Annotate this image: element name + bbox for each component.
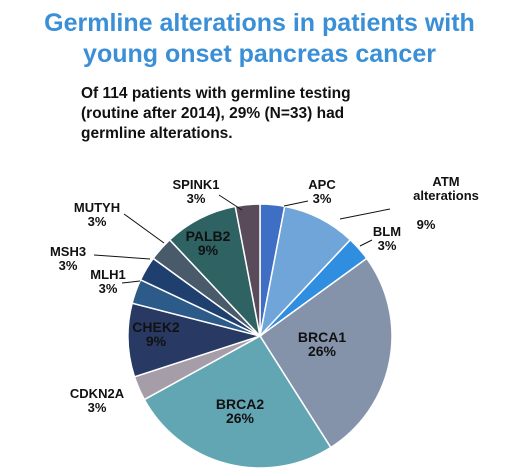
label-spink1-line-1: SPINK1 (173, 177, 220, 192)
label-brca2-line-1: BRCA2 (216, 396, 264, 412)
label-palb2-line-1: PALB2 (186, 228, 231, 244)
label-atm-alterations-line-1: ATM (432, 174, 459, 189)
label-brca2-line-2: 26% (226, 410, 255, 426)
leader-line-msh3 (93, 254, 151, 260)
label-mlh1-line-1: MLH1 (90, 267, 125, 282)
label-mutyh-line-1: MUTYH (74, 200, 120, 215)
label-cdkn2a-line-2: 3% (88, 400, 107, 415)
leader-line-mutyh (123, 213, 165, 244)
label-chek2-line-2: 9% (146, 333, 167, 349)
chart-title-line-1: Germline alterations in patients with (44, 9, 475, 37)
label-brca1-line-1: BRCA1 (298, 329, 346, 345)
label-cdkn2a: CDKN2A 3% (70, 386, 125, 415)
label-spink1: SPINK1 3% (173, 177, 220, 206)
label-blm-line-2: 3% (378, 238, 397, 253)
label-brca1: BRCA1 26% (298, 329, 346, 359)
label-atm-alterations: ATM alterations 9% (413, 174, 479, 232)
label-chek2-line-1: CHEK2 (132, 319, 180, 335)
label-cdkn2a-line-1: CDKN2A (70, 386, 125, 401)
leader-line-atm-alterations (339, 208, 391, 220)
subtitle-line-3: germline alterations. (81, 125, 233, 142)
label-blm-line-1: BLM (373, 224, 401, 239)
label-chek2: CHEK2 9% (132, 319, 180, 349)
leader-lines (93, 194, 391, 284)
chart-subtitle: Of 114 patients with germline testing (r… (81, 84, 381, 144)
label-blm: BLM 3% (373, 224, 401, 253)
leader-line-mlh1 (121, 280, 141, 284)
subtitle-line-1: Of 114 patients with germline testing (81, 85, 351, 102)
leader-line-blm (359, 239, 373, 247)
label-brca1-line-2: 26% (308, 343, 337, 359)
label-apc-line-2: 3% (313, 191, 332, 206)
label-atm-alterations-line-2: alterations (413, 188, 479, 203)
label-atm-alterations-line-3: 9% (417, 217, 436, 232)
label-apc-line-1: APC (308, 177, 336, 192)
label-brca2: BRCA2 26% (216, 396, 264, 426)
label-mlh1-line-2: 3% (99, 281, 118, 296)
label-apc: APC 3% (308, 177, 336, 206)
label-msh3-line-2: 3% (59, 258, 78, 273)
leader-line-spink1 (218, 194, 243, 211)
chart-title-line-2: young onset pancreas cancer (83, 40, 436, 68)
label-palb2: PALB2 9% (186, 228, 231, 258)
label-msh3: MSH3 3% (50, 244, 86, 273)
slice-labels: APC 3%ATM alterations 9%BLM 3%BRCA1 26%BRCA2 2… (50, 174, 479, 426)
pie-slices (127, 203, 393, 469)
label-mlh1: MLH1 3% (90, 267, 125, 296)
slice-brca1 (258, 257, 393, 449)
label-mutyh-line-2: 3% (88, 214, 107, 229)
chart-title: Germline alterations in patients with yo… (0, 8, 519, 70)
label-msh3-line-1: MSH3 (50, 244, 86, 259)
subtitle-line-2: (routine after 2014), 29% (N=33) had (81, 105, 345, 122)
leader-line-apc (283, 200, 309, 207)
label-palb2-line-2: 9% (198, 242, 219, 258)
slice-spink1 (234, 203, 261, 337)
label-mutyh: MUTYH 3% (74, 200, 120, 229)
label-spink1-line-2: 3% (187, 191, 206, 206)
slice-brca2 (143, 335, 332, 469)
